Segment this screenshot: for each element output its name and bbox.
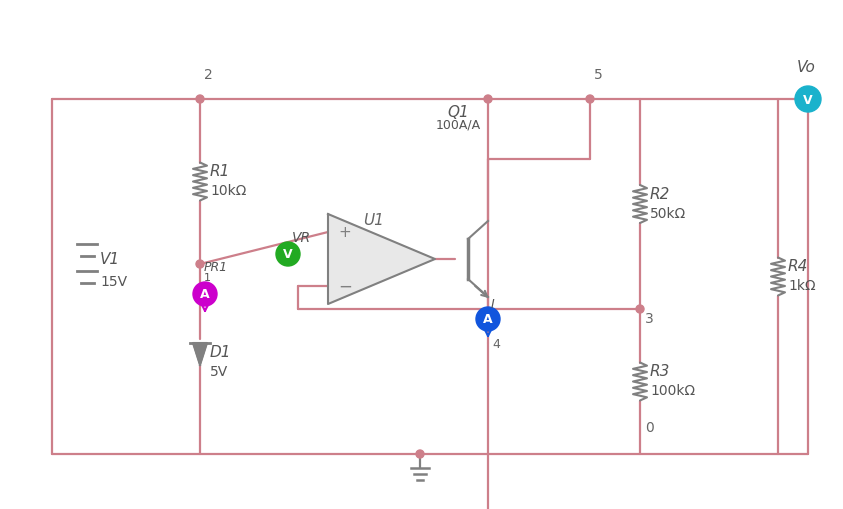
Text: 100kΩ: 100kΩ	[650, 384, 695, 398]
Text: U1: U1	[363, 213, 384, 228]
Text: +: +	[338, 225, 351, 240]
Text: V: V	[803, 93, 813, 106]
Text: 5V: 5V	[210, 364, 228, 378]
Circle shape	[586, 96, 594, 104]
Text: R3: R3	[650, 364, 670, 379]
Text: 4: 4	[492, 337, 500, 350]
Text: 10kΩ: 10kΩ	[210, 184, 246, 198]
Text: R4: R4	[788, 259, 808, 274]
Text: R1: R1	[210, 164, 230, 179]
Circle shape	[636, 305, 644, 314]
Circle shape	[484, 96, 492, 104]
Circle shape	[196, 96, 204, 104]
Text: 15V: 15V	[100, 274, 127, 289]
Text: I: I	[491, 297, 495, 310]
Circle shape	[416, 450, 424, 458]
Circle shape	[276, 242, 300, 267]
Polygon shape	[193, 344, 207, 365]
Text: R2: R2	[650, 187, 670, 202]
Circle shape	[476, 307, 500, 331]
Circle shape	[196, 261, 204, 268]
Text: PR1: PR1	[204, 261, 228, 273]
Circle shape	[193, 282, 217, 306]
Text: 50kΩ: 50kΩ	[650, 207, 686, 220]
Text: V1: V1	[100, 251, 120, 267]
Text: 0: 0	[645, 420, 654, 434]
Polygon shape	[328, 215, 435, 304]
Text: 5: 5	[594, 68, 603, 82]
Text: 3: 3	[645, 312, 654, 325]
Text: −: −	[338, 277, 352, 295]
Text: VR: VR	[292, 231, 311, 244]
Text: D1: D1	[210, 344, 232, 359]
Circle shape	[795, 87, 821, 113]
Text: Vo: Vo	[797, 60, 815, 75]
Text: 100A/A: 100A/A	[436, 118, 481, 131]
Text: 1kΩ: 1kΩ	[788, 279, 816, 293]
Text: Q1: Q1	[447, 105, 469, 120]
Text: V: V	[283, 248, 293, 261]
Text: A: A	[200, 288, 210, 301]
Text: A: A	[483, 313, 493, 326]
Text: 2: 2	[204, 68, 212, 82]
Text: 1: 1	[204, 272, 211, 282]
